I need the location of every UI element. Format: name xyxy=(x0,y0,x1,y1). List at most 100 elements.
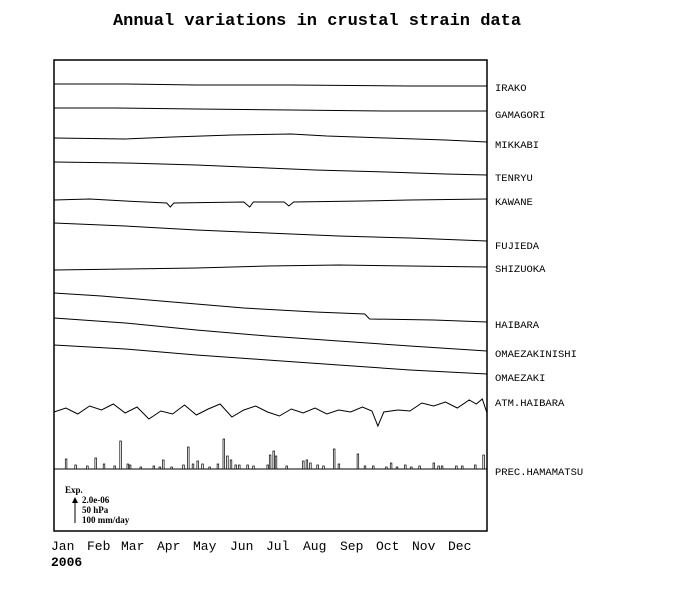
precip-bar xyxy=(432,462,435,470)
precip-bar xyxy=(86,465,89,470)
precip-bar xyxy=(191,463,195,470)
month-tick-label: Mar xyxy=(121,539,144,554)
station-label-mikkabi: MIKKABI xyxy=(495,140,539,152)
precip-bar xyxy=(74,464,77,470)
precip-bar xyxy=(437,465,440,470)
scale-title: Exp. xyxy=(65,485,83,495)
precip-bar xyxy=(316,464,319,470)
precip-bar xyxy=(252,465,255,470)
precip-bar xyxy=(461,465,464,470)
station-label-kawane: KAWANE xyxy=(495,197,533,209)
month-tick-label: Feb xyxy=(87,539,110,554)
precip-bar xyxy=(158,466,161,470)
precip-bar xyxy=(64,458,68,470)
month-tick-label: Apr xyxy=(157,539,180,554)
precip-bar xyxy=(285,465,288,470)
precip-bar xyxy=(162,459,165,470)
station-label-shizuoka: SHIZUOKA xyxy=(495,264,546,276)
series-mikkabi xyxy=(53,133,488,143)
precip-bar xyxy=(356,453,360,470)
precip-bar xyxy=(246,464,249,470)
precip-bar xyxy=(208,466,211,470)
precip-bar xyxy=(272,450,275,470)
scale-precip: 100 mm/day xyxy=(82,515,130,525)
series-haibara xyxy=(53,292,488,323)
precip-bar xyxy=(187,446,190,470)
series-layer xyxy=(53,83,488,470)
station-label-atm-haibara: ATM.HAIBARA xyxy=(495,398,565,410)
precip-bar xyxy=(482,454,485,470)
precip-bar xyxy=(385,466,388,470)
precip-bar xyxy=(234,464,237,470)
chart-title: Annual variations in crustal strain data xyxy=(112,12,522,31)
precip-bar xyxy=(309,462,312,470)
precip-bar xyxy=(182,464,185,470)
precip-bar xyxy=(226,455,229,470)
plot-frame xyxy=(53,59,488,532)
series-shizuoka xyxy=(53,264,488,271)
scale-pressure: 50 hPa xyxy=(82,505,109,515)
series-omaezaki xyxy=(53,344,488,375)
precip-bar xyxy=(395,466,399,470)
month-tick-label: Jan xyxy=(51,539,74,554)
series-kawane xyxy=(53,198,488,208)
month-tick-label: Dec xyxy=(448,539,471,554)
series-gamagori xyxy=(54,107,487,112)
series-omaezakinishi xyxy=(53,317,488,352)
station-label-omaezaki: OMAEZAKI xyxy=(495,373,545,385)
station-label-prec-hamamatsu: PREC.HAMAMATSU xyxy=(495,467,583,479)
precip-bar xyxy=(389,462,393,470)
scale-legend: Exp. 2.0e-06 50 hPa 100 mm/day xyxy=(65,485,130,525)
precip-bar xyxy=(474,464,477,470)
station-label-fujieda: FUJIEDA xyxy=(495,241,540,253)
station-label-irako: IRAKO xyxy=(495,83,527,95)
precip-bar xyxy=(119,440,122,470)
precip-bar xyxy=(196,460,199,470)
precip-bar xyxy=(128,464,132,470)
month-tick-label: Oct xyxy=(376,539,399,554)
month-tick-label: Jun xyxy=(230,539,253,554)
precip-bar xyxy=(322,465,325,470)
station-label-omaezakinishi: OMAEZAKINISHI xyxy=(495,349,577,361)
precip-bar xyxy=(333,448,336,470)
scale-arrow-head xyxy=(72,497,78,503)
precip-bar xyxy=(170,466,173,470)
precip-bar xyxy=(229,459,233,470)
precip-bar xyxy=(302,460,305,470)
station-label-gamagori: GAMAGORI xyxy=(495,110,545,122)
precip-bar xyxy=(404,464,407,470)
precip-bar xyxy=(94,457,97,470)
year-label: 2006 xyxy=(51,555,82,570)
month-tick-label: May xyxy=(193,539,217,554)
month-tick-label: Nov xyxy=(412,539,436,554)
scale-strain: 2.0e-06 xyxy=(82,495,110,505)
precip-bar xyxy=(152,465,155,470)
month-tick-label: Aug xyxy=(303,539,326,554)
series-prec-hamamatsu xyxy=(64,438,485,470)
station-label-tenryu: TENRYU xyxy=(495,173,533,185)
precip-bar xyxy=(305,459,309,470)
precip-bar xyxy=(363,465,367,470)
precip-bar xyxy=(418,465,421,470)
precip-bar xyxy=(238,464,241,470)
station-labels: IRAKO GAMAGORI MIKKABI TENRYU KAWANE FUJIEDA S… xyxy=(495,83,583,479)
precip-bar xyxy=(113,465,116,470)
precip-bar xyxy=(337,463,341,470)
month-tick-label: Sep xyxy=(340,539,363,554)
precip-bar xyxy=(410,466,413,470)
precip-bar xyxy=(102,463,106,470)
precip-bar xyxy=(268,454,272,470)
series-fujieda xyxy=(53,222,488,242)
precip-bar xyxy=(222,438,225,470)
precip-bar xyxy=(372,465,375,470)
precip-bar xyxy=(440,465,444,470)
precip-bar xyxy=(201,463,204,470)
precip-bar xyxy=(126,463,129,470)
station-label-haibara: HAIBARA xyxy=(495,320,540,332)
precip-bar xyxy=(139,466,142,470)
x-axis: Jan Feb Mar Apr May Jun Jul Aug Sep Oct Nov Dec xyxy=(51,539,471,554)
precip-bar xyxy=(266,464,269,470)
series-atm-haibara xyxy=(53,398,488,428)
precip-bar xyxy=(216,463,220,470)
